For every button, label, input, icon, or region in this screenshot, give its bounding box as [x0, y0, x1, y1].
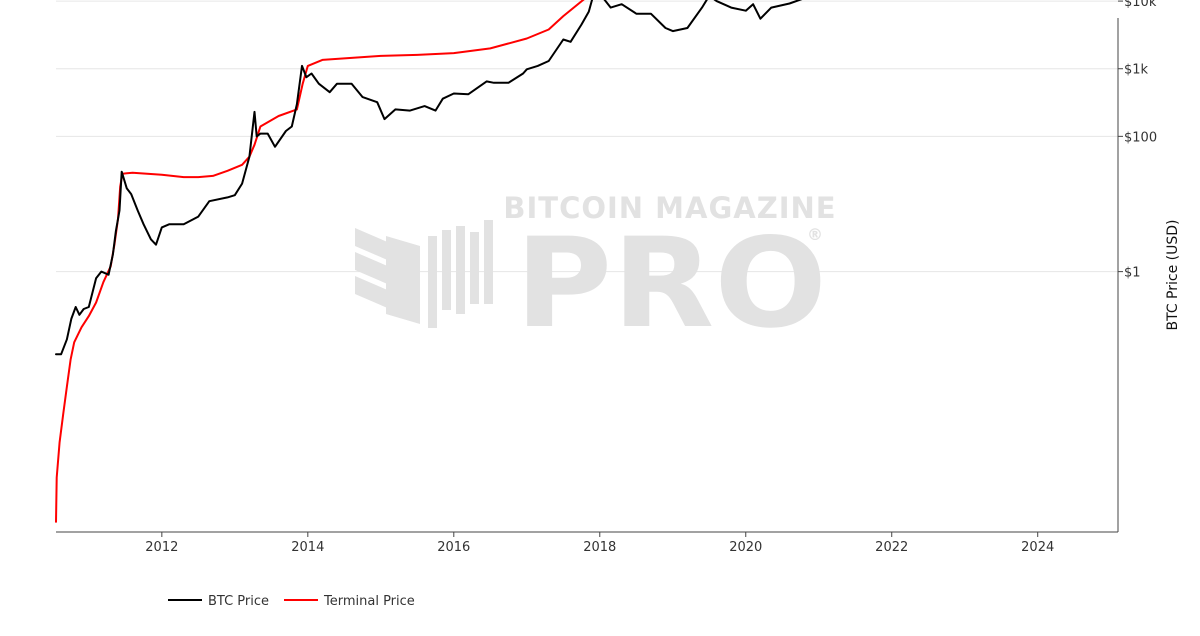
x-tick-label-2022: 2022: [875, 540, 908, 555]
watermark-main-text: PRO: [515, 212, 827, 356]
y-tick-label-1: $1: [1124, 266, 1141, 281]
x-tick-label-2024: 2024: [1021, 540, 1054, 555]
series: [55, 0, 803, 523]
y-tick-label-10k: $10k: [1124, 0, 1157, 10]
y-axis-title: BTC Price (USD): [1165, 219, 1181, 330]
watermark-logo-icon: [355, 220, 493, 328]
legend-label-btc-price: BTC Price: [208, 594, 269, 609]
legend: BTC Price Terminal Price: [168, 594, 415, 609]
y-tick-label-1k: $1k: [1124, 63, 1149, 78]
legend-item-btc-price[interactable]: BTC Price: [168, 594, 269, 609]
series-line-btc-price: [55, 0, 803, 356]
x-tick-label-2016: 2016: [437, 540, 470, 555]
legend-item-terminal-price[interactable]: Terminal Price: [284, 594, 415, 609]
watermark-registered-mark: ®: [807, 225, 823, 244]
watermark: BITCOIN MAGAZINE PRO ®: [355, 191, 836, 356]
watermark-top-text: BITCOIN MAGAZINE: [503, 191, 836, 225]
x-tick-label-2020: 2020: [729, 540, 762, 555]
y-tick-label-100: $100: [1124, 130, 1157, 145]
x-tick-label-2018: 2018: [583, 540, 616, 555]
x-tick-label-2014: 2014: [291, 540, 324, 555]
y-axis-ticks: $1$100$1k$10k$100k: [1118, 0, 1157, 281]
x-tick-label-2012: 2012: [145, 540, 178, 555]
x-axis-ticks: 2012 2014 2016 2018 2020 2022 2024: [145, 532, 1054, 555]
legend-label-terminal-price: Terminal Price: [323, 594, 415, 609]
gridlines: [56, 0, 1118, 273]
